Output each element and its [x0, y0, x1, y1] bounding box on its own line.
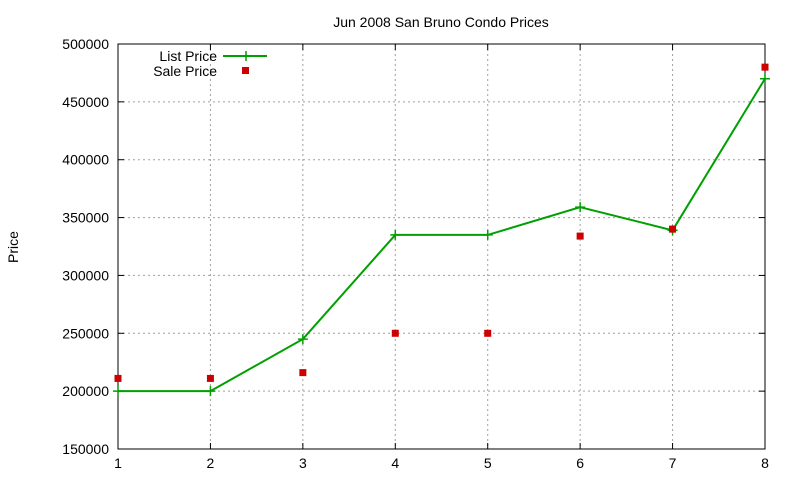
- x-tick-label: 4: [391, 455, 399, 471]
- x-tick-label: 5: [484, 455, 492, 471]
- x-tick-label: 6: [576, 455, 584, 471]
- x-axis: 1 2 3 4 5 6 7 8: [114, 44, 769, 471]
- list-price-line: [118, 78, 766, 393]
- sale-price-point: [761, 63, 769, 71]
- x-tick-label: 3: [299, 455, 307, 471]
- legend-marker-sale-price: [242, 67, 249, 74]
- y-tick-label: 200000: [62, 383, 109, 399]
- sale-price-point: [299, 369, 307, 377]
- x-tick-label: 7: [669, 455, 677, 471]
- y-tick-label: 150000: [62, 441, 109, 457]
- y-tick-label: 450000: [62, 94, 109, 110]
- plot-frame: [117, 43, 766, 450]
- sale-price-point: [669, 225, 677, 233]
- y-tick-label: 400000: [62, 152, 109, 168]
- y-axis-label: Price: [5, 231, 21, 263]
- legend-marker-list-price: [241, 51, 251, 61]
- list-price-point: [113, 386, 123, 397]
- sale-price-point: [391, 329, 399, 337]
- y-tick-label: 250000: [62, 325, 109, 341]
- list-price-point: [482, 229, 493, 240]
- y-tick-label: 300000: [62, 267, 109, 283]
- y-tick-label: 350000: [62, 210, 109, 226]
- list-price-point: [760, 73, 770, 84]
- series-layer: [113, 63, 770, 397]
- list-price-point: [575, 202, 586, 213]
- sale-price-point: [484, 329, 492, 337]
- x-tick-label: 8: [761, 455, 769, 471]
- x-tick-label: 1: [114, 455, 122, 471]
- legend-label-list-price: List Price: [159, 48, 217, 64]
- chart-title: Jun 2008 San Bruno Condo Prices: [333, 14, 549, 30]
- sale-price-point: [576, 232, 584, 240]
- sale-price-point: [206, 374, 214, 382]
- x-tick-label: 2: [207, 455, 215, 471]
- list-price-point: [297, 334, 308, 345]
- list-price-point: [390, 229, 401, 240]
- legend: List Price Sale Price: [153, 48, 267, 79]
- sale-price-point: [114, 374, 122, 382]
- y-axis: 150000 200000 250000 300000 350000 400000 4500…: [62, 36, 765, 457]
- list-price-point: [205, 386, 216, 397]
- y-tick-label: 500000: [62, 36, 109, 52]
- legend-label-sale-price: Sale Price: [153, 63, 217, 79]
